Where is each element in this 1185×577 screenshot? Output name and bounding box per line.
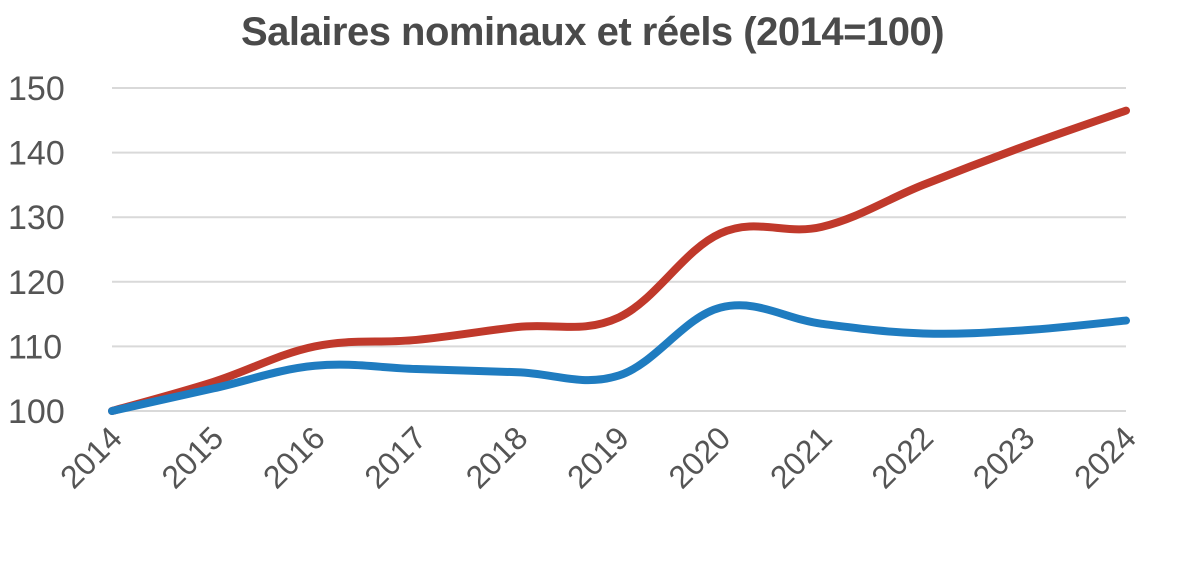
- y-tick-label: 110: [8, 328, 62, 366]
- y-tick-label: 150: [8, 70, 65, 108]
- x-tick-label: 2016: [256, 419, 332, 495]
- x-tick-label: 2023: [966, 419, 1042, 495]
- x-tick-label: 2020: [662, 419, 738, 495]
- y-tick-label: 140: [8, 135, 65, 173]
- x-tick-label: 2019: [560, 419, 636, 495]
- x-tick-label: 2018: [459, 419, 535, 495]
- series-line-1: [108, 106, 1130, 415]
- x-tick-label: 2024: [1067, 419, 1143, 495]
- chart-title: Salaires nominaux et réels (2014=100): [240, 10, 945, 54]
- series-line-2: [108, 301, 1130, 415]
- x-tick-label: 2022: [864, 419, 940, 495]
- x-tick-label: 2021: [763, 419, 839, 495]
- series-lines: [108, 106, 1130, 415]
- gridlines: [112, 87, 1126, 412]
- y-tick-label: 130: [8, 199, 65, 237]
- y-axis-ticks: 100 110 120 130 140 150: [8, 70, 65, 431]
- x-tick-label: 2015: [155, 419, 231, 495]
- y-tick-label: 120: [8, 264, 65, 302]
- x-axis-ticks: 2014 2015 2016 2017 2018 2019 2020 2021 2022 2023…: [53, 419, 1143, 495]
- y-tick-label: 100: [8, 393, 65, 431]
- x-tick-label: 2017: [357, 419, 433, 495]
